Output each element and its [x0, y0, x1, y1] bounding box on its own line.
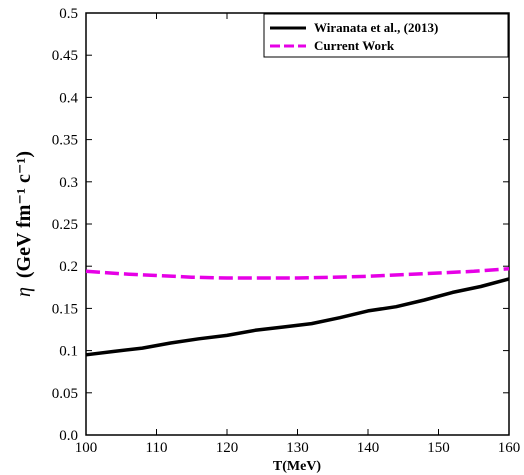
legend-label-current-work: Current Work — [314, 38, 395, 53]
x-axis-title: T(MeV) — [273, 459, 322, 474]
y-tick-label: 0.35 — [52, 133, 78, 149]
y-tick-label: 0.3 — [59, 175, 78, 191]
x-tick-label: 120 — [216, 440, 239, 456]
series-line-current-work — [85, 266, 510, 280]
y-tick-label: 0.25 — [52, 217, 78, 233]
y-tick-label: 0.5 — [59, 6, 78, 22]
y-tick-label: 0.15 — [52, 301, 78, 317]
y-axis-title: η (GeV fm⁻¹ c⁻¹) — [13, 151, 35, 297]
x-tick-label: 160 — [498, 440, 521, 456]
y-axis-units: (GeV fm⁻¹ c⁻¹) — [13, 151, 35, 278]
y-tick-label: 0.45 — [52, 48, 78, 64]
plot-frame — [85, 12, 510, 436]
y-tick-label: 0.2 — [59, 259, 78, 275]
x-tick-label: 150 — [427, 440, 450, 456]
x-tick-label: 140 — [357, 440, 380, 456]
x-tick-label: 110 — [146, 440, 168, 456]
series-lines — [85, 266, 510, 357]
legend-box — [263, 13, 509, 58]
axis-ticks: 100 110 120 130 140 150 160 0.0 0.05 0.1 0.15 0.2 0.… — [52, 6, 521, 456]
y-axis-title-group: η (GeV fm⁻¹ c⁻¹) — [13, 151, 35, 297]
y-tick-label: 0.1 — [59, 344, 78, 360]
x-tick-label: 130 — [286, 440, 309, 456]
x-tick-label: 100 — [75, 440, 98, 456]
series-line-wiranata — [85, 277, 510, 357]
y-tick-label: 0.0 — [59, 428, 78, 444]
y-axis-symbol: η — [13, 287, 35, 297]
legend: Wiranata et al., (2013) Current Work — [263, 13, 509, 58]
legend-label-wiranata: Wiranata et al., (2013) — [314, 20, 438, 35]
y-tick-label: 0.4 — [59, 90, 78, 106]
y-tick-label: 0.05 — [52, 386, 78, 402]
